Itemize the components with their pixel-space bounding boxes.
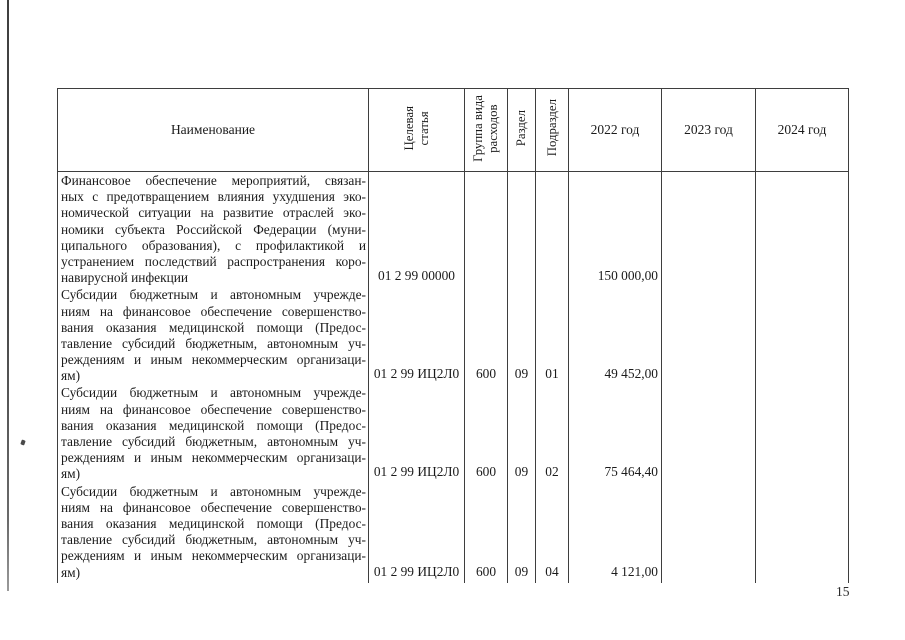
header-year-2023-label: 2023 год xyxy=(684,122,733,137)
row-amount-2022: 75 464,40 xyxy=(568,384,662,483)
row-name: Финансовое обеспечение мероприятий, связ… xyxy=(57,171,369,287)
header-year-2024-label: 2024 год xyxy=(777,122,827,137)
row-expense-type-group xyxy=(464,171,508,287)
row-name-line: реждениям и иным некоммерческим организа… xyxy=(61,450,366,466)
row-name: Субсидии бюджетным и автономным учрежде-… xyxy=(57,482,369,583)
header-name: Наименование xyxy=(57,88,369,172)
row-subsection xyxy=(535,171,569,287)
row-name-line: ниям на финансовое обеспечение совершенс… xyxy=(61,401,366,417)
page-number: 15 xyxy=(836,584,850,599)
row-name-line: навирусной инфекции xyxy=(61,270,189,286)
row-name-line: Субсидии бюджетным и автономным учрежде- xyxy=(61,385,366,401)
row-name-line: номической ситуации на развитие отраслей… xyxy=(61,205,366,221)
row-amount-2022: 49 452,00 xyxy=(568,286,662,385)
row-name-line: номики субъекта Российской Федерации (му… xyxy=(61,221,366,237)
row-name-line: ниям на финансовое обеспечение совершенс… xyxy=(61,499,366,515)
row-name-line: реждениям и иным некоммерческим организа… xyxy=(61,548,366,564)
table-row: Субсидии бюджетным и автономным учрежде-… xyxy=(57,286,849,385)
row-amount-2023 xyxy=(661,384,756,483)
row-name-line: ных с предотвращением влияния ухудшения … xyxy=(61,189,366,205)
row-expense-type-group: 600 xyxy=(464,384,508,483)
header-expense-type-group: Группа вида расходов xyxy=(464,88,508,172)
row-amount-2023 xyxy=(661,286,756,385)
row-name-line: тавление субсидий бюджетным, автономным … xyxy=(61,532,366,548)
row-amount-2024 xyxy=(755,482,849,583)
header-year-2024: 2024 год xyxy=(755,88,849,172)
header-subsection-label: Подраздел xyxy=(544,99,559,157)
header-year-2022: 2022 год xyxy=(568,88,662,172)
row-expense-type-group: 600 xyxy=(464,286,508,385)
row-name-line: вания оказания медицинской помощи (Предо… xyxy=(61,319,366,335)
row-target-article: 01 2 99 00000 xyxy=(368,171,465,287)
scan-speck-artifact xyxy=(20,439,26,446)
row-name-line: ям) xyxy=(61,466,81,482)
row-name-line: реждениям и иным некоммерческим организа… xyxy=(61,352,366,368)
row-target-article: 01 2 99 ИЦ2Л0 xyxy=(368,482,465,583)
row-name-line: тавление субсидий бюджетным, автономным … xyxy=(61,335,366,351)
table-row: Субсидии бюджетным и автономным учрежде-… xyxy=(57,482,849,583)
row-amount-2024 xyxy=(755,171,849,287)
row-name-line: ципального образования), с профилактикой… xyxy=(61,237,366,253)
row-name-line: вания оказания медицинской помощи (Предо… xyxy=(61,515,366,531)
row-amount-2024 xyxy=(755,286,849,385)
row-subsection: 01 xyxy=(535,286,569,385)
row-name-line: Субсидии бюджетным и автономным учрежде- xyxy=(61,483,366,499)
row-name-line: устранением последствий распространения … xyxy=(61,253,366,269)
row-subsection: 04 xyxy=(535,482,569,583)
header-expense-type-group-label: Группа вида расходов xyxy=(471,94,500,162)
row-name-line: вания оказания медицинской помощи (Предо… xyxy=(61,417,366,433)
row-amount-2023 xyxy=(661,482,756,583)
row-name-line: тавление субсидий бюджетным, автономным … xyxy=(61,434,366,449)
table-row: Субсидии бюджетным и автономным учрежде-… xyxy=(57,384,849,483)
row-subsection: 02 xyxy=(535,384,569,483)
row-name-line: Финансовое обеспечение мероприятий, связ… xyxy=(61,173,366,188)
header-target-article: Целевая статья xyxy=(368,88,465,172)
row-name-line: ям) xyxy=(61,368,81,384)
row-expense-type-group: 600 xyxy=(464,482,508,583)
header-target-article-label: Целевая статья xyxy=(401,105,431,151)
row-name-line: ниям на финансовое обеспечение совершенс… xyxy=(61,303,366,319)
row-name: Субсидии бюджетным и автономным учрежде-… xyxy=(57,384,369,483)
row-section: 09 xyxy=(507,384,536,483)
row-amount-2023 xyxy=(661,171,756,287)
row-section: 09 xyxy=(507,482,536,583)
header-year-2022-label: 2022 год xyxy=(590,122,640,137)
row-target-article: 01 2 99 ИЦ2Л0 xyxy=(368,286,465,385)
table-header-row: Наименование Целевая статья Группа вида … xyxy=(57,88,849,172)
row-name-line: Субсидии бюджетным и автономным учрежде- xyxy=(61,287,366,303)
header-subsection: Подраздел xyxy=(535,88,569,172)
row-section xyxy=(507,171,536,287)
row-amount-2022: 150 000,00 xyxy=(568,171,662,287)
row-target-article: 01 2 99 ИЦ2Л0 xyxy=(368,384,465,483)
row-amount-2024 xyxy=(755,384,849,483)
header-year-2023: 2023 год xyxy=(661,88,756,172)
header-name-label: Наименование xyxy=(170,122,256,137)
table-row: Финансовое обеспечение мероприятий, связ… xyxy=(57,171,849,287)
header-section: Раздел xyxy=(507,88,536,172)
scan-page-edge-artifact xyxy=(7,0,9,591)
header-section-label: Раздел xyxy=(514,109,528,147)
row-name-line: ям) xyxy=(61,564,81,580)
row-name: Субсидии бюджетным и автономным учрежде-… xyxy=(57,286,369,385)
row-section: 09 xyxy=(507,286,536,385)
budget-table: Наименование Целевая статья Группа вида … xyxy=(57,88,849,583)
row-amount-2022: 4 121,00 xyxy=(568,482,662,583)
